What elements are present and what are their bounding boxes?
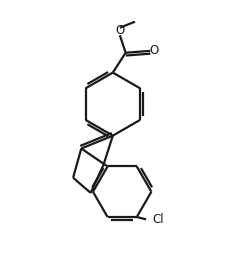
Text: O: O <box>115 24 125 37</box>
Text: Cl: Cl <box>153 213 164 226</box>
Text: O: O <box>150 44 159 57</box>
